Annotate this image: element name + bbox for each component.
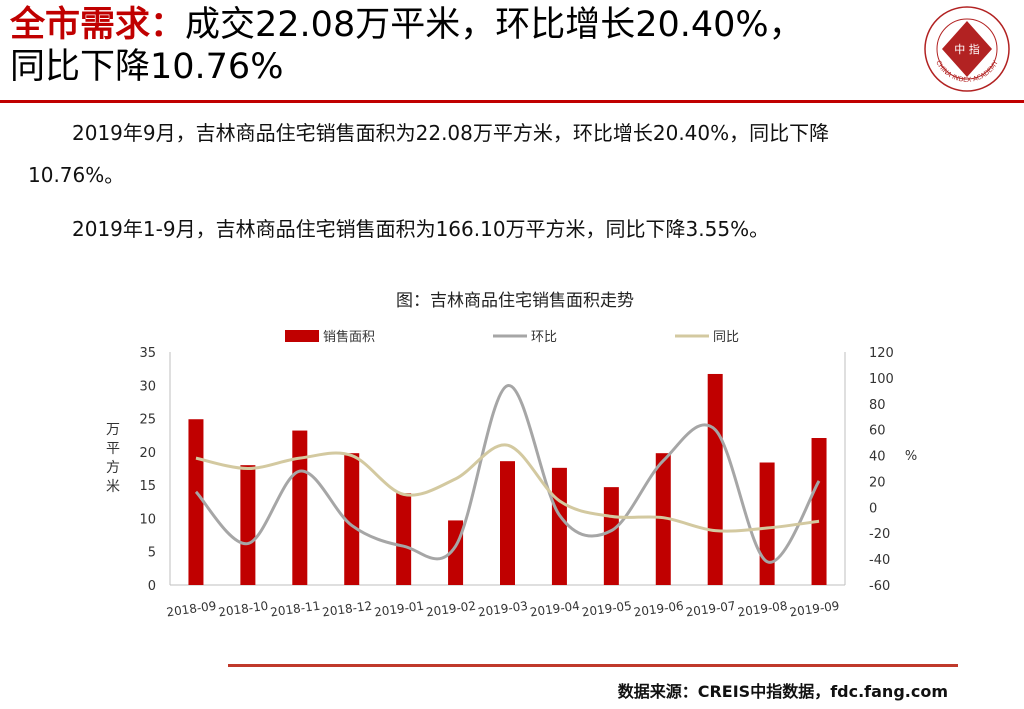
- slide-title: 全市需求：成交22.08万平米，环比增长20.40%， 同比下降10.76%: [10, 4, 910, 88]
- y-axis-label-char: 方: [106, 460, 120, 476]
- y-tick-label: 15: [139, 479, 156, 494]
- y-tick-label: 35: [139, 346, 156, 361]
- chart-title: 图：吉林商品住宅销售面积走势: [396, 291, 634, 311]
- footer-divider: [228, 664, 958, 667]
- bar-2018-12: [344, 453, 360, 585]
- y-tick-label: 5: [148, 546, 156, 561]
- x-tick-label: 2018-10: [218, 599, 270, 620]
- x-tick-label: 2019-02: [425, 599, 477, 620]
- y-tick-label: 20: [139, 446, 156, 461]
- y-axis-label-char: 米: [106, 479, 120, 495]
- y2-tick-label: 40: [869, 450, 886, 465]
- x-tick-label: 2019-01: [373, 599, 425, 620]
- logo-center-text: 中 指: [954, 42, 980, 56]
- y2-tick-label: 100: [869, 372, 894, 387]
- paragraph-2: 2019年1-9月，吉林商品住宅销售面积为166.10万平方米，同比下降3.55…: [72, 217, 770, 241]
- title-line-1: 全市需求：成交22.08万平米，环比增长20.40%，: [10, 4, 910, 46]
- y-tick-label: 0: [148, 579, 156, 594]
- x-tick-label: 2019-06: [633, 599, 685, 620]
- paragraph-1-line-1: 2019年9月，吉林商品住宅销售面积为22.08万平方米，环比增长20.40%，…: [72, 121, 830, 145]
- bar-2019-07: [707, 373, 723, 585]
- bar-2019-03: [500, 461, 515, 585]
- y-tick-label: 25: [139, 413, 156, 428]
- bar-2019-05: [603, 487, 619, 585]
- y-axis-label-char: 平: [106, 441, 120, 457]
- y2-tick-label: -20: [869, 527, 890, 542]
- y2-axis-label: %: [905, 449, 917, 464]
- bar-2019-01: [396, 493, 412, 585]
- x-tick-label: 2019-09: [789, 599, 841, 620]
- bar-2019-08: [759, 462, 775, 585]
- legend-label-同比: 同比: [713, 330, 739, 345]
- data-source: 数据来源：CREIS中指数据，fdc.fang.com: [617, 682, 948, 701]
- sales-area-chart: 图：吉林商品住宅销售面积走势 0 5 10 15 20 25 30 35 -60 -40 -20 0 2…: [95, 280, 935, 630]
- y2-tick-label: -60: [869, 579, 890, 594]
- y2-tick-label: 0: [869, 501, 877, 516]
- y-tick-label: 30: [139, 379, 156, 394]
- legend-label-环比: 环比: [531, 330, 557, 345]
- title-line-2: 同比下降10.76%: [10, 47, 284, 87]
- y2-tick-label: -40: [869, 553, 890, 568]
- x-tick-label: 2018-09: [166, 599, 218, 620]
- series-line-同比: [195, 443, 820, 533]
- title-divider: [0, 100, 1024, 103]
- bar-2018-10: [240, 465, 256, 585]
- bar-2019-04: [551, 467, 567, 585]
- x-tick-label: 2019-07: [685, 599, 737, 620]
- series-line-环比: [194, 384, 821, 564]
- paragraph-1-line-2: 10.76%。: [28, 163, 125, 187]
- bar-2019-09: [811, 438, 827, 585]
- bar-2018-11: [292, 430, 308, 585]
- y-axis-label-char: 万: [106, 422, 120, 438]
- x-tick-label: 2019-08: [737, 599, 789, 620]
- y2-tick-label: 20: [869, 475, 886, 490]
- y2-tick-label: 120: [869, 346, 894, 361]
- legend-label-销售面积: 销售面积: [323, 329, 375, 345]
- title-prefix: 全市需求：: [10, 5, 186, 45]
- y-tick-label: 10: [139, 512, 156, 527]
- bar-2018-09: [188, 419, 204, 585]
- y2-tick-label: 60: [869, 424, 886, 439]
- china-index-academy-seal-icon: 中 指 CHINA INDEX ACADEMY: [924, 6, 1010, 92]
- x-tick-label: 2019-03: [477, 599, 529, 620]
- chart-canvas: 0 5 10 15 20 25 30 35 -60 -40 -20 0 20 40 60 80 100 120 万平…: [106, 329, 917, 620]
- x-tick-label: 2018-11: [269, 599, 321, 620]
- y2-tick-label: 80: [869, 398, 886, 413]
- x-tick-label: 2018-12: [321, 599, 373, 620]
- title-rest: 成交22.08万平米，环比增长20.40%，: [185, 5, 804, 45]
- legend-swatch-销售面积: [285, 330, 319, 342]
- x-tick-label: 2019-04: [529, 599, 581, 620]
- x-tick-label: 2019-05: [581, 599, 633, 620]
